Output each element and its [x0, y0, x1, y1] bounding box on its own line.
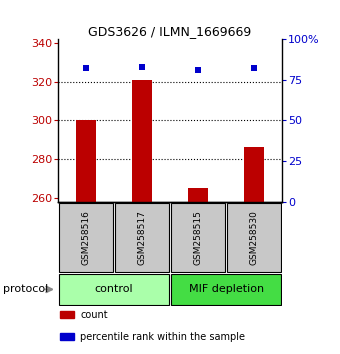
Bar — [188, 188, 208, 202]
Point — [83, 65, 88, 71]
Text: GSM258517: GSM258517 — [137, 210, 147, 265]
Bar — [244, 148, 264, 202]
Bar — [171, 203, 225, 272]
Text: protocol: protocol — [3, 284, 49, 295]
Bar — [115, 203, 169, 272]
Text: GSM258530: GSM258530 — [250, 210, 259, 265]
Point — [139, 64, 145, 69]
Bar — [171, 274, 281, 304]
Text: GSM258516: GSM258516 — [81, 210, 90, 265]
Bar — [227, 203, 281, 272]
Bar — [76, 120, 96, 202]
Text: control: control — [95, 284, 133, 295]
Bar — [132, 80, 152, 202]
Title: GDS3626 / ILMN_1669669: GDS3626 / ILMN_1669669 — [88, 25, 252, 38]
Point — [195, 67, 201, 73]
Point — [252, 65, 257, 71]
Bar — [60, 333, 73, 340]
Bar — [60, 311, 73, 318]
Text: count: count — [80, 310, 108, 320]
Text: GSM258515: GSM258515 — [193, 210, 203, 265]
Text: percentile rank within the sample: percentile rank within the sample — [80, 332, 245, 342]
Text: MIF depletion: MIF depletion — [189, 284, 264, 295]
Bar — [59, 274, 169, 304]
Bar — [59, 203, 113, 272]
